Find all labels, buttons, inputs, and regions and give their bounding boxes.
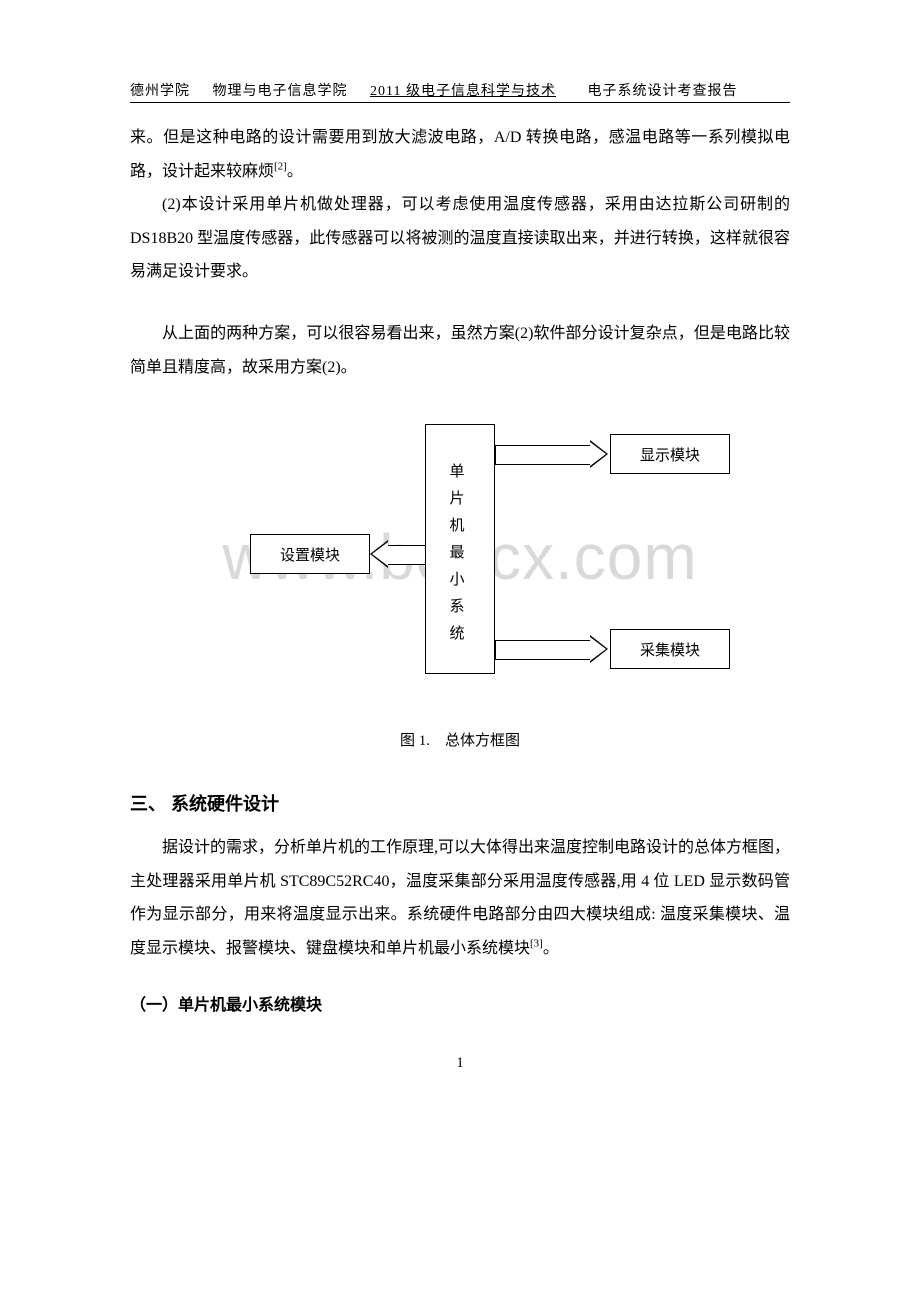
- page-number: 1: [130, 1055, 790, 1072]
- block-diagram: 单片机最小系统 显示模块 采集模块 设置模块: [130, 414, 790, 704]
- diagram-center-box: 单片机最小系统: [425, 424, 495, 674]
- header-school: 德州学院: [130, 80, 190, 100]
- s3-body-end: 。: [543, 940, 559, 957]
- arrow-to-display: [495, 445, 591, 465]
- p1-end: 。: [287, 163, 303, 180]
- arrow-to-collect: [495, 640, 591, 660]
- page-header: 德州学院 物理与电子信息学院 2011 级电子信息科学与技术 电子系统设计考查报…: [130, 80, 790, 103]
- diagram-caption: 图 1. 总体方框图: [130, 729, 790, 750]
- arrow-head-display: [590, 440, 608, 468]
- paragraph-2: (2)本设计采用单片机做处理器，可以考虑使用温度传感器，采用由达拉斯公司研制的 …: [130, 188, 790, 289]
- paragraph-3: 从上面的两种方案，可以很容易看出来，虽然方案(2)软件部分设计复杂点，但是电路比…: [130, 317, 790, 384]
- diagram-display-box: 显示模块: [610, 434, 730, 474]
- section-3-sub1: （一）单片机最小系统模块: [130, 991, 790, 1015]
- header-report: 电子系统设计考查报告: [587, 80, 737, 100]
- arrow-head-collect: [590, 635, 608, 663]
- header-dept: 物理与电子信息学院: [213, 80, 348, 100]
- paragraph-1: 来。但是这种电路的设计需要用到放大滤波电路，A/D 转换电路，感温电路等一系列模…: [130, 121, 790, 188]
- ref-3: [3]: [530, 938, 543, 950]
- arrow-to-setting: [388, 545, 426, 565]
- ref-2: [2]: [274, 160, 287, 172]
- s3-body-text: 据设计的需求，分析单片机的工作原理,可以大体得出来温度控制电路设计的总体方框图，…: [130, 839, 790, 957]
- section-3-body: 据设计的需求，分析单片机的工作原理,可以大体得出来温度控制电路设计的总体方框图，…: [130, 831, 790, 965]
- diagram-collect-box: 采集模块: [610, 629, 730, 669]
- arrow-head-setting: [370, 540, 388, 568]
- diagram-setting-box: 设置模块: [250, 534, 370, 574]
- section-3-title: 三、 系统硬件设计: [130, 790, 790, 816]
- header-class: 2011 级电子信息科学与技术: [370, 80, 556, 100]
- p1-text: 来。但是这种电路的设计需要用到放大滤波电路，A/D 转换电路，感温电路等一系列模…: [130, 129, 790, 180]
